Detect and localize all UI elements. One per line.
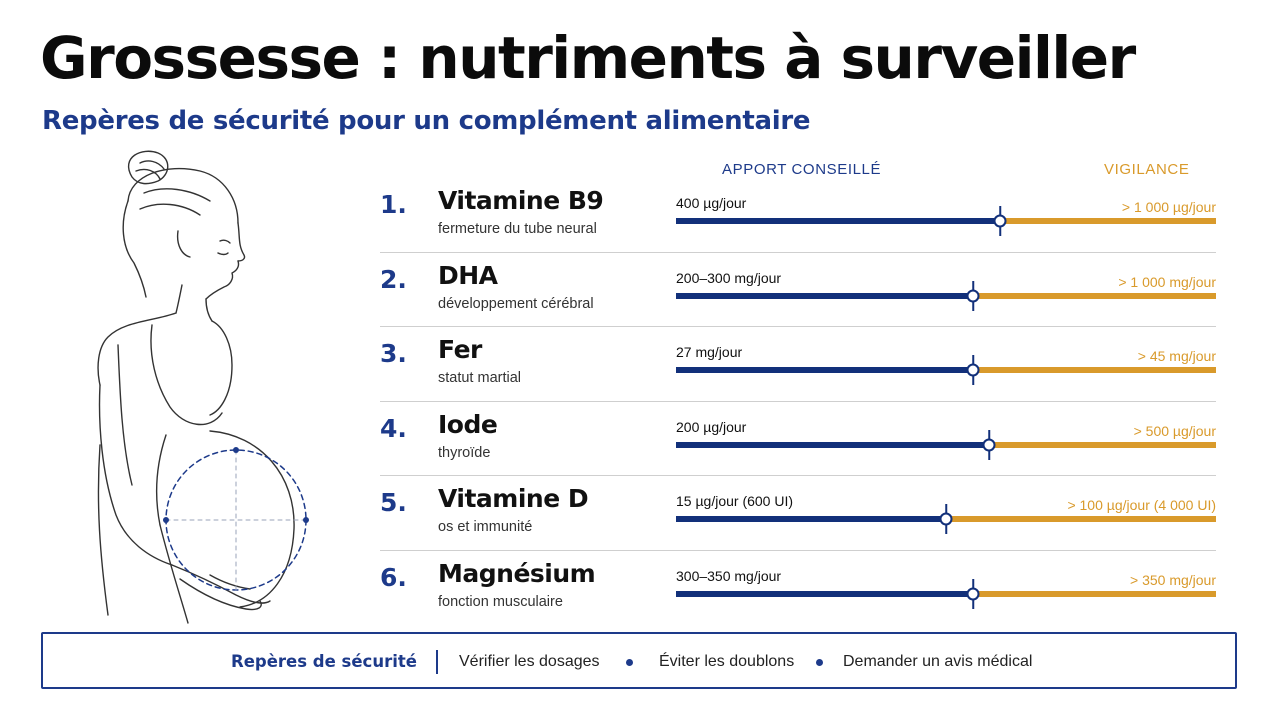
safety-footer: Repères de sécurité Vérifier les dosages…: [41, 632, 1237, 689]
footer-label: Repères de sécurité: [231, 652, 417, 671]
footer-item-avis: Demander un avis médical: [843, 653, 1033, 670]
intake-scale-bar: [676, 280, 1216, 311]
nutrient-name: Magnésium: [438, 558, 596, 588]
nutrient-name: DHA: [438, 260, 498, 290]
advised-intake: 15 µg/jour (600 UI): [676, 493, 794, 509]
vigilance-threshold: > 1 000 mg/jour: [1118, 273, 1216, 290]
nutrient-row-fer: 3. Fer statut martial 27 mg/jour > 45 mg…: [380, 327, 1216, 402]
nutrient-number: 1.: [380, 190, 407, 219]
nutrient-description: fermeture du tube neural: [438, 221, 597, 237]
nutrient-row-magnesium: 6. Magnésium fonction musculaire 300–350…: [380, 551, 1216, 625]
vigilance-threshold: > 350 mg/jour: [1130, 571, 1216, 588]
nutrient-name: Vitamine D: [438, 484, 589, 513]
threshold-marker: [939, 512, 953, 526]
footer-item-eviter: Éviter les doublons: [659, 653, 795, 670]
bullet-dot-icon: [816, 659, 823, 666]
nutrient-row-iode: 4. Iode thyroïde 200 µg/jour > 500 µg/jo…: [380, 402, 1216, 476]
advised-segment: [676, 441, 990, 448]
nutrient-number: 5.: [380, 488, 407, 517]
threshold-marker: [966, 587, 980, 600]
advised-segment: [676, 590, 973, 597]
threshold-marker: [993, 214, 1007, 228]
nutrient-number: 2.: [380, 264, 407, 294]
threshold-marker: [966, 289, 980, 302]
advised-intake: 400 µg/jour: [676, 195, 747, 211]
advised-segment: [676, 292, 973, 299]
vigilance-threshold: > 45 mg/jour: [1137, 348, 1216, 364]
intake-scale-bar: [676, 355, 1216, 385]
vigilance-threshold: > 100 µg/jour (4 000 UI): [1067, 497, 1216, 513]
advised-segment: [676, 218, 1000, 224]
advised-column-header: APPORT CONSEILLÉ: [722, 161, 882, 178]
advised-intake: 200–300 mg/jour: [676, 269, 782, 286]
nutrient-name: Iode: [438, 409, 498, 439]
nutrient-number: 4.: [380, 413, 407, 443]
advised-segment: [676, 516, 946, 522]
advised-intake: 300–350 mg/jour: [676, 567, 782, 584]
advised-intake: 200 µg/jour: [676, 418, 747, 435]
vigilance-column-header: VIGILANCE: [1104, 161, 1190, 178]
threshold-marker: [966, 363, 980, 377]
page-title: Grossesse : nutriments à surveiller: [40, 24, 1136, 92]
nutrient-description: thyroïde: [438, 444, 491, 461]
nutrient-number: 3.: [380, 339, 407, 368]
pregnant-woman-illustration: [97, 150, 309, 624]
advised-intake: 27 mg/jour: [676, 344, 743, 360]
threshold-marker: [982, 438, 996, 451]
page-subtitle: Repères de sécurité pour un complément a…: [42, 106, 811, 136]
nutrient-name: Vitamine B9: [438, 186, 604, 215]
footer-divider: [436, 650, 438, 674]
nutrient-description: fonction musculaire: [438, 593, 563, 610]
nutrient-description: statut martial: [438, 370, 521, 386]
vigilance-threshold: > 1 000 µg/jour: [1121, 199, 1216, 215]
vigilance-threshold: > 500 µg/jour: [1133, 422, 1216, 439]
footer-item-verifier: Vérifier les dosages: [459, 653, 600, 670]
nutrient-row-dha: 2. DHA développement cérébral 200–300 mg…: [380, 253, 1216, 327]
nutrient-row-vitamine-b9: 1. Vitamine B9 fermeture du tube neural …: [380, 178, 1216, 253]
nutrient-name: Fer: [438, 335, 482, 364]
nutrient-description: développement cérébral: [438, 295, 594, 312]
intake-scale-bar: [676, 578, 1216, 609]
nutrient-description: os et immunité: [438, 519, 533, 535]
intake-scale-bar: [676, 504, 1216, 534]
intake-scale-bar: [676, 429, 1216, 460]
nutrient-list: 1. Vitamine B9 fermeture du tube neural …: [380, 178, 1216, 624]
intake-scale-bar: [676, 206, 1216, 236]
nutrient-row-vitamine-d: 5. Vitamine D os et immunité 15 µg/jour …: [380, 476, 1216, 551]
bullet-dot-icon: [626, 659, 633, 666]
advised-segment: [676, 367, 973, 373]
nutrient-number: 6.: [380, 562, 407, 592]
